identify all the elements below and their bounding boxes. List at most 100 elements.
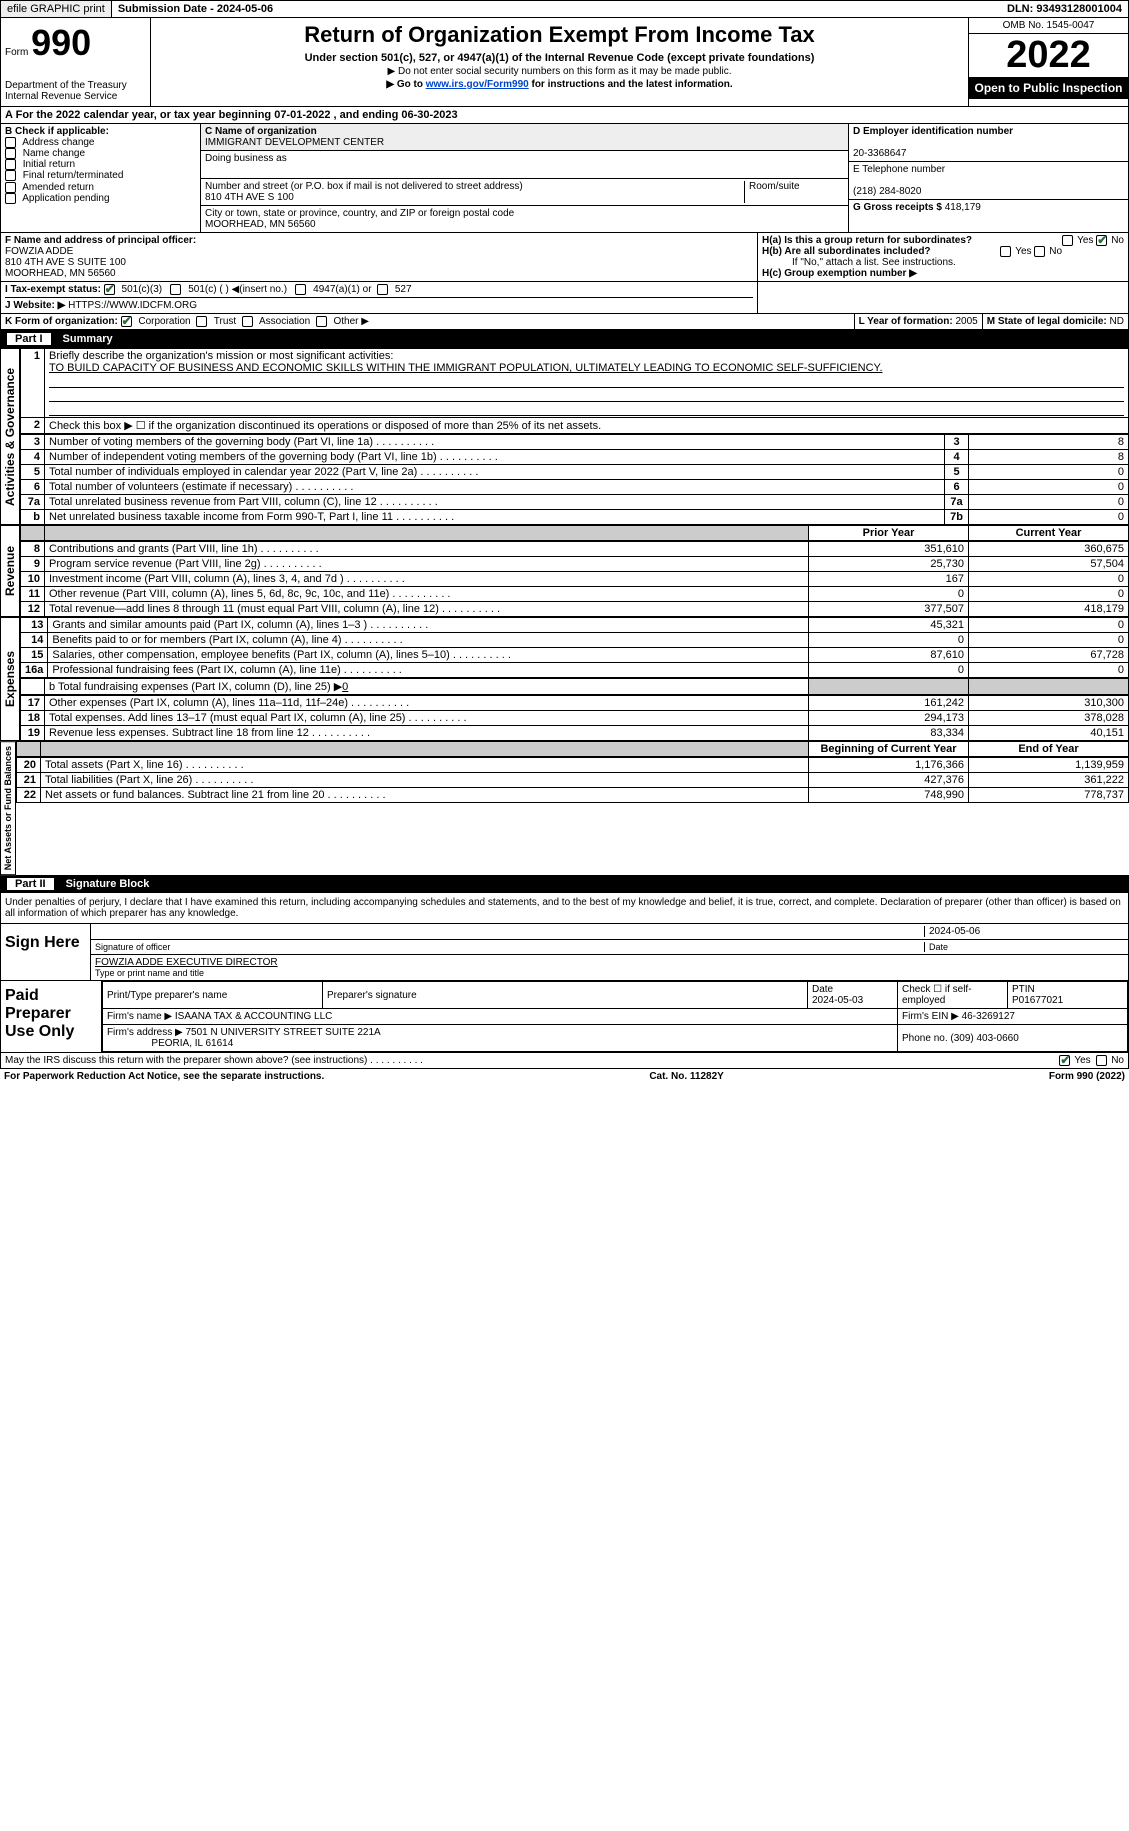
hb-yes-checkbox[interactable] xyxy=(1000,246,1011,257)
b-opt-checkbox[interactable] xyxy=(5,182,16,193)
boy-hdr: Beginning of Current Year xyxy=(809,742,969,757)
discuss-no-checkbox[interactable] xyxy=(1096,1055,1107,1066)
b-option: Application pending xyxy=(5,193,196,204)
org-name: IMMIGRANT DEVELOPMENT CENTER xyxy=(205,137,384,148)
officer-addr1: 810 4TH AVE S SUITE 100 xyxy=(5,257,126,268)
summary-row: bNet unrelated business taxable income f… xyxy=(21,510,1129,525)
summary-row: 14Benefits paid to or for members (Part … xyxy=(21,633,1129,648)
summary-row: 19Revenue less expenses. Subtract line 1… xyxy=(21,726,1129,741)
irs-link[interactable]: www.irs.gov/Form990 xyxy=(426,79,529,90)
corp-checkbox[interactable] xyxy=(121,316,132,327)
part1-title: Summary xyxy=(63,333,113,345)
ptin: P01677021 xyxy=(1012,995,1063,1006)
omb-number: OMB No. 1545-0047 xyxy=(969,18,1128,34)
eoy-hdr: End of Year xyxy=(969,742,1129,757)
sig-officer-lbl: Signature of officer xyxy=(95,942,924,952)
summary-row: 6Total number of volunteers (estimate if… xyxy=(21,480,1129,495)
b-option: Address change xyxy=(5,137,196,148)
l-label: L Year of formation: xyxy=(859,316,956,327)
side-label-netassets: Net Assets or Fund Balances xyxy=(0,741,16,875)
ha-no-checkbox[interactable] xyxy=(1096,235,1107,246)
self-emp: Check ☐ if self-employed xyxy=(898,982,1008,1009)
city-label: City or town, state or province, country… xyxy=(205,208,514,219)
hb-no-checkbox[interactable] xyxy=(1034,246,1045,257)
form-word: Form xyxy=(5,47,28,58)
sign-here-label: Sign Here xyxy=(1,924,91,980)
section-i-j: I Tax-exempt status: 501(c)(3) 501(c) ( … xyxy=(0,282,1129,314)
line1-label: Briefly describe the organization's miss… xyxy=(49,350,393,362)
f-label: F Name and address of principal officer: xyxy=(5,235,196,246)
k-label: K Form of organization: xyxy=(5,316,118,327)
form-number: 990 xyxy=(31,22,91,63)
open-inspection-badge: Open to Public Inspection xyxy=(969,77,1128,99)
summary-row: 3Number of voting members of the governi… xyxy=(21,435,1129,450)
top-bar: efile GRAPHIC print Submission Date - 20… xyxy=(0,0,1129,18)
527-checkbox[interactable] xyxy=(377,284,388,295)
prior-year-hdr: Prior Year xyxy=(809,526,969,541)
current-year-hdr: Current Year xyxy=(969,526,1129,541)
part1-activities: Activities & Governance 1Briefly describ… xyxy=(0,348,1129,525)
state-domicile: ND xyxy=(1110,316,1124,327)
phone-hdr: Phone no. xyxy=(902,1033,950,1044)
b-option: Amended return xyxy=(5,182,196,193)
b-option: Final return/terminated xyxy=(5,170,196,181)
summary-row: 8Contributions and grants (Part VIII, li… xyxy=(21,542,1129,557)
dba-label: Doing business as xyxy=(205,153,287,164)
ha-yes-checkbox[interactable] xyxy=(1062,235,1073,246)
b-opt-checkbox[interactable] xyxy=(5,193,16,204)
discuss-text: May the IRS discuss this return with the… xyxy=(5,1055,423,1066)
assoc-checkbox[interactable] xyxy=(242,316,253,327)
trust-checkbox[interactable] xyxy=(196,316,207,327)
side-label-activities: Activities & Governance xyxy=(0,348,20,525)
part1-expenses: Expenses 13Grants and similar amounts pa… xyxy=(0,617,1129,741)
part1-number: Part I xyxy=(7,333,51,345)
firm-ein: 46-3269127 xyxy=(962,1011,1015,1022)
h-note: If "No," attach a list. See instructions… xyxy=(762,257,1124,268)
prep-date-hdr: Date xyxy=(812,984,833,995)
summary-row: 16aProfessional fundraising fees (Part I… xyxy=(21,663,1129,678)
firm-name-hdr: Firm's name ▶ xyxy=(107,1011,172,1022)
summary-row: 7aTotal unrelated business revenue from … xyxy=(21,495,1129,510)
city: MOORHEAD, MN 56560 xyxy=(205,219,316,230)
h-c-label: H(c) Group exemption number ▶ xyxy=(762,268,917,279)
summary-row: 20Total assets (Part X, line 16)1,176,36… xyxy=(17,758,1129,773)
gross-receipts: 418,179 xyxy=(945,202,981,213)
subtitle-1: Under section 501(c), 527, or 4947(a)(1)… xyxy=(155,52,964,64)
firm-phone: (309) 403-0660 xyxy=(950,1033,1018,1044)
website: HTTPS://WWW.IDCFM.ORG xyxy=(68,300,197,311)
form-title: Return of Organization Exempt From Incom… xyxy=(155,22,964,48)
firm-addr-hdr: Firm's address ▶ xyxy=(107,1027,183,1038)
side-label-revenue: Revenue xyxy=(0,525,20,617)
efile-print-button[interactable]: efile GRAPHIC print xyxy=(1,1,112,17)
part1-netassets: Net Assets or Fund Balances Beginning of… xyxy=(0,741,1129,875)
summary-row: 11Other revenue (Part VIII, column (A), … xyxy=(21,587,1129,602)
discuss-row: May the IRS discuss this return with the… xyxy=(0,1053,1129,1069)
b-header: B Check if applicable: xyxy=(5,126,196,137)
mission-text: TO BUILD CAPACITY OF BUSINESS AND ECONOM… xyxy=(49,362,883,374)
ptin-hdr: PTIN xyxy=(1012,984,1035,995)
other-checkbox[interactable] xyxy=(316,316,327,327)
section-k-l-m: K Form of organization: Corporation Trus… xyxy=(0,314,1129,330)
501c3-checkbox[interactable] xyxy=(104,284,115,295)
officer-name: FOWZIA ADDE xyxy=(5,246,73,257)
street: 810 4TH AVE S 100 xyxy=(205,192,294,203)
501c-checkbox[interactable] xyxy=(170,284,181,295)
b-opt-checkbox[interactable] xyxy=(5,170,16,181)
g-label: G Gross receipts $ xyxy=(853,202,945,213)
year-formation: 2005 xyxy=(955,316,977,327)
prep-sig-hdr: Preparer's signature xyxy=(322,982,807,1009)
4947-checkbox[interactable] xyxy=(295,284,306,295)
b-opt-checkbox[interactable] xyxy=(5,137,16,148)
discuss-yes-checkbox[interactable] xyxy=(1059,1055,1070,1066)
sig-date: 2024-05-06 xyxy=(924,926,1124,937)
side-label-expenses: Expenses xyxy=(0,617,20,741)
h-a-label: H(a) Is this a group return for subordin… xyxy=(762,235,972,246)
dept-label: Department of the Treasury Internal Reve… xyxy=(5,80,146,102)
prep-date: 2024-05-03 xyxy=(812,995,863,1006)
summary-row: 10Investment income (Part VIII, column (… xyxy=(21,572,1129,587)
b-opt-checkbox[interactable] xyxy=(5,148,16,159)
firm-ein-hdr: Firm's EIN ▶ xyxy=(902,1011,962,1022)
summary-row: 17Other expenses (Part IX, column (A), l… xyxy=(21,696,1129,711)
b-opt-checkbox[interactable] xyxy=(5,159,16,170)
firm-city: PEORIA, IL 61614 xyxy=(151,1038,233,1049)
